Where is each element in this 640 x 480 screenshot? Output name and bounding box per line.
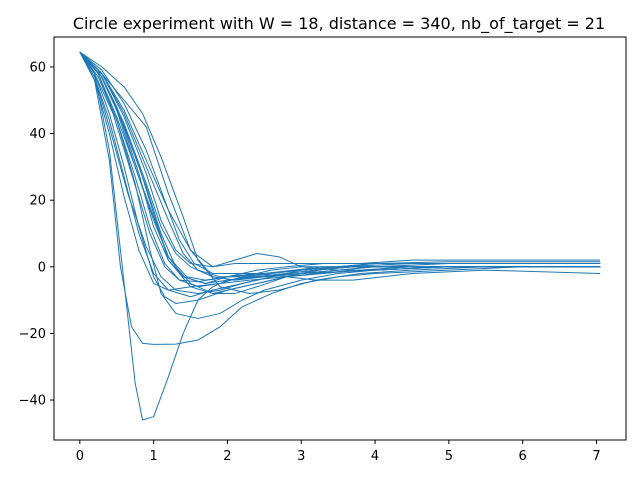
x-tick-label-1: 1 — [149, 449, 157, 464]
y-tick-label-3: 20 — [29, 194, 46, 209]
series-line-11 — [79, 51, 601, 283]
series-line-4 — [79, 51, 601, 294]
x-tick-label-2: 2 — [223, 449, 231, 464]
series-line-18 — [79, 51, 601, 294]
series-line-9 — [79, 51, 601, 294]
series-line-15 — [79, 51, 601, 284]
y-tick-label-2: 0 — [38, 260, 46, 275]
series-line-20 — [79, 51, 601, 281]
series-line-7 — [79, 51, 601, 319]
plot-frame — [53, 36, 627, 441]
x-tick-label-6: 6 — [519, 449, 527, 464]
series-group — [79, 51, 601, 421]
x-tick-label-0: 0 — [76, 449, 84, 464]
y-axis: −40 −20 0 20 40 60 — [19, 60, 54, 409]
x-axis: 0 1 2 3 4 5 6 7 — [76, 440, 601, 464]
x-tick-label-3: 3 — [297, 449, 305, 464]
x-tick-label-5: 5 — [445, 449, 453, 464]
chart-title: Circle experiment with W = 18, distance … — [73, 14, 605, 34]
y-tick-label-0: −40 — [19, 394, 46, 409]
series-line-5 — [79, 51, 601, 304]
series-line-6 — [79, 51, 601, 294]
y-tick-label-1: −20 — [19, 327, 46, 342]
x-tick-label-7: 7 — [592, 449, 600, 464]
series-line-12 — [79, 51, 601, 284]
series-line-21 — [79, 51, 601, 268]
series-line-17 — [79, 51, 601, 278]
series-line-19 — [79, 51, 601, 274]
x-tick-label-4: 4 — [371, 449, 379, 464]
y-tick-label-5: 60 — [29, 60, 46, 75]
series-line-14 — [79, 51, 601, 291]
series-line-2 — [79, 51, 601, 345]
y-tick-label-4: 40 — [29, 127, 46, 142]
